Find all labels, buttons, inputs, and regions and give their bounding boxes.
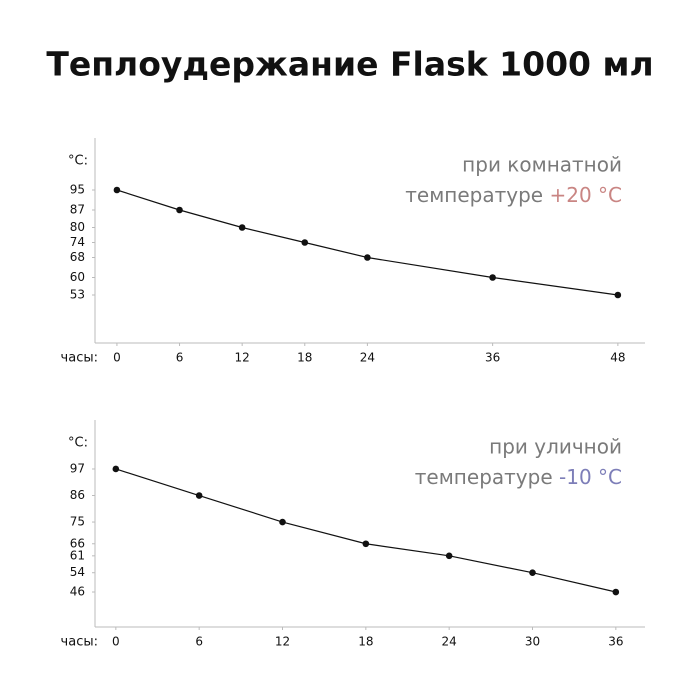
annotation-text: температуре — [415, 465, 553, 489]
y-tick-label: 60 — [70, 270, 85, 284]
annotation-line: при комнатной — [462, 153, 622, 177]
y-tick-label: 80 — [70, 220, 85, 234]
data-point — [529, 569, 536, 577]
data-point — [238, 224, 246, 231]
y-tick-label: 86 — [70, 488, 85, 502]
x-tick-label: 24 — [360, 351, 375, 365]
data-point — [301, 239, 309, 246]
page-title: Теплоудержание Flask 1000 мл — [46, 45, 653, 84]
y-axis-label: °C: — [68, 436, 88, 451]
y-tick-label: 75 — [70, 515, 85, 529]
y-tick-label: 46 — [70, 585, 85, 599]
x-tick-label: 12 — [235, 351, 250, 365]
annotation-line: температуре -10 °C — [415, 465, 622, 489]
x-tick-label: 0 — [112, 635, 120, 649]
y-tick-label: 54 — [70, 565, 85, 579]
y-tick-label: 53 — [70, 288, 85, 302]
x-axis-label: часы: — [61, 635, 98, 650]
y-tick-label: 68 — [70, 250, 85, 264]
y-axis-label: °C: — [68, 154, 88, 169]
y-tick-label: 97 — [70, 461, 85, 475]
annotation-text: температуре — [405, 183, 543, 207]
x-tick-label: 6 — [176, 351, 184, 365]
data-point — [364, 254, 371, 261]
y-tick-label: 74 — [70, 235, 85, 249]
y-tick-label: 61 — [70, 548, 85, 562]
x-tick-label: 18 — [358, 635, 373, 649]
x-tick-label: 18 — [297, 351, 312, 365]
x-tick-label: 36 — [485, 351, 500, 365]
y-tick-label: 87 — [70, 203, 85, 217]
y-tick-label: 66 — [70, 536, 85, 550]
x-tick-label: 30 — [525, 635, 540, 649]
x-tick-label: 6 — [195, 635, 203, 649]
x-tick-label: 0 — [113, 351, 121, 365]
annotation-line: при уличной — [489, 435, 622, 459]
annotation-line: температуре +20 °C — [405, 183, 622, 207]
data-point — [612, 588, 620, 596]
data-point — [362, 540, 370, 548]
data-point — [279, 518, 286, 526]
annotation-highlight: +20 °C — [549, 183, 622, 207]
x-tick-label: 48 — [610, 351, 625, 365]
data-point — [614, 291, 622, 299]
data-point — [195, 492, 203, 499]
data-point — [113, 186, 121, 194]
x-axis-label: часы: — [61, 351, 98, 366]
x-tick-label: 24 — [442, 635, 457, 649]
data-point — [445, 552, 453, 560]
data-point — [112, 465, 120, 473]
x-tick-label: 12 — [275, 635, 290, 649]
data-point — [489, 274, 496, 281]
annotation-highlight: -10 °C — [559, 465, 622, 489]
y-tick-label: 95 — [70, 183, 85, 197]
x-tick-label: 36 — [608, 635, 623, 649]
data-point — [176, 206, 183, 214]
